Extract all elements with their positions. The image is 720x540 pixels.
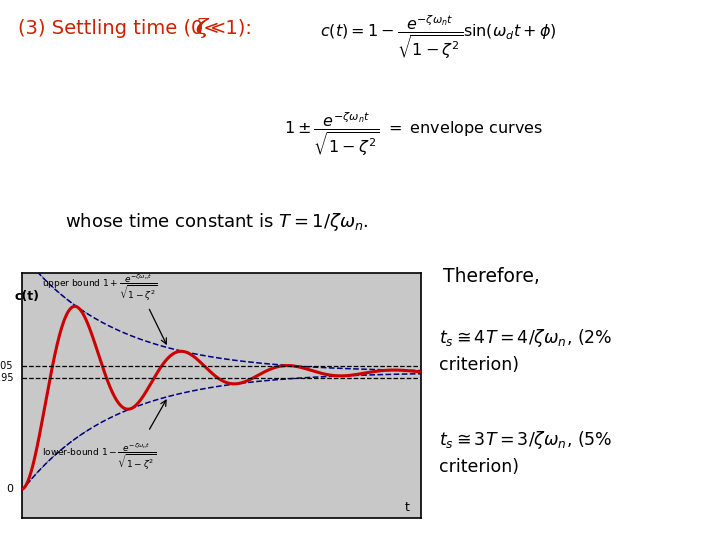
Text: ζ: ζ <box>196 18 208 38</box>
Text: 0.95: 0.95 <box>0 373 14 383</box>
Text: t: t <box>405 501 409 514</box>
Text: 1.05: 1.05 <box>0 361 14 372</box>
Text: whose time constant is $T=1/\zeta\omega_n$.: whose time constant is $T=1/\zeta\omega_… <box>65 211 369 233</box>
Text: c(t): c(t) <box>15 290 40 303</box>
Text: (3) Settling time (0<: (3) Settling time (0< <box>18 19 220 38</box>
Text: <1):: <1): <box>210 19 253 38</box>
Text: $t_s\cong 3T=3/\zeta\omega_n$, (5%
criterion): $t_s\cong 3T=3/\zeta\omega_n$, (5% crite… <box>439 429 613 476</box>
Text: upper bound $1+\dfrac{e^{-\zeta\omega_n t}}{\sqrt{1-\zeta^2}}$: upper bound $1+\dfrac{e^{-\zeta\omega_n … <box>42 273 157 303</box>
Text: lower-bound $1-\dfrac{e^{-\zeta\omega_n t}}{\sqrt{1-\zeta^2}}$: lower-bound $1-\dfrac{e^{-\zeta\omega_n … <box>42 441 156 471</box>
Text: $1\pm\dfrac{e^{-\zeta\omega_n t}}{\sqrt{1-\zeta^2}}\ =\ \mathrm{envelope\ curves: $1\pm\dfrac{e^{-\zeta\omega_n t}}{\sqrt{… <box>284 111 544 158</box>
Text: 0: 0 <box>6 484 14 494</box>
Text: $c(t) = 1-\dfrac{e^{-\zeta\omega_n t}}{\sqrt{1-\zeta^2}}\sin\!\left(\omega_d t+\: $c(t) = 1-\dfrac{e^{-\zeta\omega_n t}}{\… <box>320 14 557 60</box>
Text: Therefore,: Therefore, <box>443 267 540 286</box>
Text: $t_s\cong 4T=4/\zeta\omega_n$, (2%
criterion): $t_s\cong 4T=4/\zeta\omega_n$, (2% crite… <box>439 327 613 374</box>
